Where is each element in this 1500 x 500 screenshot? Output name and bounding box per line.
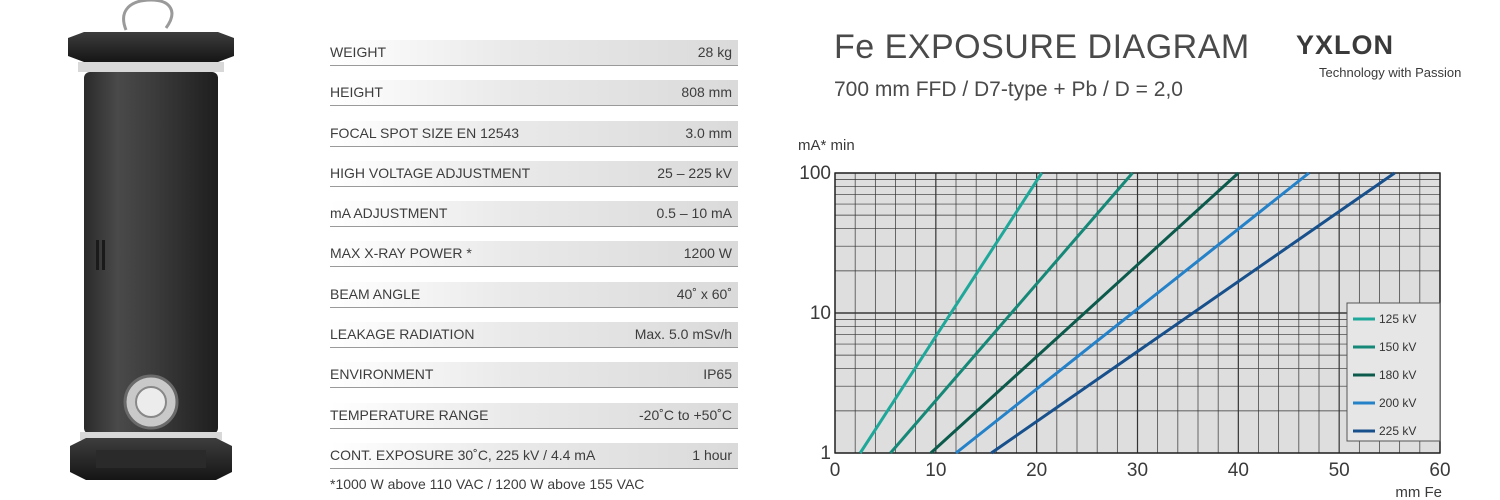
spec-label: TEMPERATURE RANGE xyxy=(330,406,489,423)
spec-value: IP65 xyxy=(703,366,732,383)
spec-value: 25 – 225 kV xyxy=(657,164,732,181)
legend-label: 200 kV xyxy=(1379,396,1416,410)
series-line-125-kv xyxy=(858,172,1043,454)
chart-grid xyxy=(834,172,1441,454)
spec-label: FOCAL SPOT SIZE EN 12543 xyxy=(330,124,520,141)
spec-row-leakage: LEAKAGE RADIATION Max. 5.0 mSv/h xyxy=(330,322,738,349)
y-tick-label: 10 xyxy=(810,303,831,324)
spec-label: LEAKAGE RADIATION xyxy=(330,326,475,343)
chart-subtitle: 700 mm FFD / D7-type + Pb / D = 2,0 xyxy=(834,78,1183,101)
legend-label: 225 kV xyxy=(1379,424,1416,438)
x-tick-label: 30 xyxy=(1127,460,1148,481)
y-tick-label: 100 xyxy=(799,163,831,184)
footnote: *1000 W above 110 VAC / 1200 W above 155… xyxy=(330,476,645,492)
spec-label: WEIGHT xyxy=(330,44,386,60)
series-line-200-kv xyxy=(955,171,1310,455)
spec-row-high-voltage: HIGH VOLTAGE ADJUSTMENT 25 – 225 kV xyxy=(330,160,738,187)
chart-legend: 125 kV 150 kV 180 kV 200 kV 225 kV xyxy=(1346,302,1441,442)
spec-value: 3.0 mm xyxy=(685,124,732,141)
spec-label: ENVIRONMENT xyxy=(330,366,434,383)
spec-row-max-power: MAX X-RAY POWER * 1200 W xyxy=(330,241,738,268)
x-tick-label: 50 xyxy=(1329,460,1350,481)
chart-ticks: 0 10 20 30 40 50 60 1 10 100 xyxy=(799,163,1450,481)
series-line-225-kv xyxy=(990,171,1396,455)
x-tick-label: 0 xyxy=(830,460,841,481)
spec-value: -20˚C to +50˚C xyxy=(639,406,732,423)
spec-row-environment: ENVIRONMENT IP65 xyxy=(330,362,738,389)
x-tick-label: 60 xyxy=(1429,460,1450,481)
x-axis-label: mm Fe xyxy=(1395,484,1442,500)
spec-value: 1200 W xyxy=(683,245,732,262)
spec-value: 40˚ x 60˚ xyxy=(676,285,732,302)
brand-tagline: Technology with Passion xyxy=(1319,65,1462,80)
legend-box xyxy=(1346,302,1441,442)
spec-row-focal-spot: FOCAL SPOT SIZE EN 12543 3.0 mm xyxy=(330,120,738,147)
spec-row-ma-adjustment: mA ADJUSTMENT 0.5 – 10 mA xyxy=(330,201,738,228)
chart-series xyxy=(858,171,1396,455)
spec-row-weight: WEIGHT 28 kg xyxy=(330,40,738,66)
spec-row-cont-exposure: CONT. EXPOSURE 30˚C, 225 kV / 4.4 mA 1 ho… xyxy=(330,442,738,469)
spec-label: mA ADJUSTMENT xyxy=(330,205,448,222)
x-tick-label: 10 xyxy=(925,460,946,481)
spec-value: 0.5 – 10 mA xyxy=(656,205,733,222)
y-axis-label: mA* min xyxy=(798,137,855,154)
spec-label: BEAM ANGLE xyxy=(330,285,421,302)
specs-table: WEIGHT 28 kg HEIGHT 808 mm FOCAL SPOT SIZE… xyxy=(330,40,738,483)
chart-title: Fe EXPOSURE DIAGRAM xyxy=(834,28,1250,66)
series-line-150-kv xyxy=(889,172,1134,454)
legend-label: 150 kV xyxy=(1379,340,1416,354)
series-line-180-kv xyxy=(929,171,1240,455)
spec-row-temperature: TEMPERATURE RANGE -20˚C to +50˚C xyxy=(330,402,738,429)
spec-label: HEIGHT xyxy=(330,84,383,101)
product-image xyxy=(68,0,234,480)
x-tick-label: 20 xyxy=(1026,460,1047,481)
spec-label: CONT. EXPOSURE 30˚C, 225 kV / 4.4 mA xyxy=(330,446,596,463)
brand-logo: YXLON xyxy=(1296,30,1395,60)
x-tick-label: 40 xyxy=(1228,460,1249,481)
spec-label: MAX X-RAY POWER * xyxy=(330,245,472,262)
legend-label: 125 kV xyxy=(1379,312,1416,326)
spec-value: 808 mm xyxy=(681,84,732,101)
legend-label: 180 kV xyxy=(1379,368,1416,382)
spec-value: 1 hour xyxy=(692,446,732,463)
spec-label: HIGH VOLTAGE ADJUSTMENT xyxy=(330,164,531,181)
exposure-chart: 125 kV 150 kV 180 kV 200 kV 225 kV 0 10 20 30 40… xyxy=(798,137,1451,500)
spec-row-height: HEIGHT 808 mm xyxy=(330,80,738,107)
spec-value: Max. 5.0 mSv/h xyxy=(634,326,732,343)
spec-value: 28 kg xyxy=(697,44,732,60)
y-tick-label: 1 xyxy=(820,443,831,464)
spec-row-beam-angle: BEAM ANGLE 40˚ x 60˚ xyxy=(330,281,738,308)
